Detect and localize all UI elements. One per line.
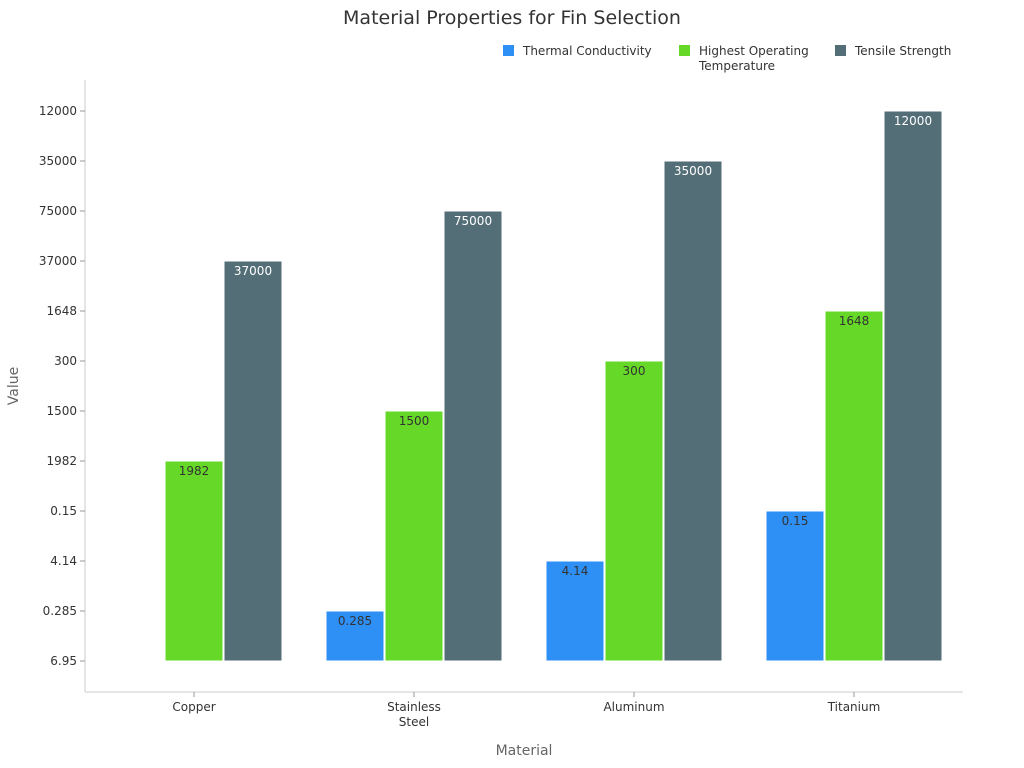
legend-label: Highest Operating Temperature bbox=[698, 44, 809, 73]
legend-label: Tensile Strength bbox=[854, 44, 951, 58]
data-label: 0.15 bbox=[782, 514, 809, 528]
y-tick-label: 6.95 bbox=[50, 654, 77, 668]
axis-ticks: 6.95 0.285 4.14 0.15 1982 1500 300 1648 37000 750… bbox=[39, 104, 880, 729]
data-label: 35000 bbox=[674, 164, 712, 178]
data-label: 1500 bbox=[399, 414, 430, 428]
y-tick-label: 12000 bbox=[39, 104, 77, 118]
legend: Thermal Conductivity Highest Operating Tem… bbox=[503, 44, 951, 73]
bar-tensile-strength bbox=[223, 260, 283, 662]
legend-swatch bbox=[503, 45, 514, 56]
y-tick-label: 1500 bbox=[46, 404, 77, 418]
bar-thermal-conductivity bbox=[765, 510, 825, 662]
legend-label: Thermal Conductivity bbox=[522, 44, 652, 58]
legend-swatch bbox=[835, 45, 846, 56]
y-tick-label: 300 bbox=[54, 354, 77, 368]
label-line: Steel bbox=[399, 715, 429, 729]
data-label: 1648 bbox=[839, 314, 870, 328]
label-line: Stainless bbox=[387, 700, 441, 714]
y-tick-label: 1648 bbox=[46, 304, 77, 318]
x-tick-label: Titanium bbox=[827, 700, 881, 714]
bar-tensile-strength bbox=[663, 160, 723, 662]
label-line: Highest Operating bbox=[699, 44, 809, 58]
y-tick-label: 37000 bbox=[39, 254, 77, 268]
data-label: 1982 bbox=[179, 464, 210, 478]
data-label: 12000 bbox=[894, 114, 932, 128]
y-tick-label: 0.15 bbox=[50, 504, 77, 518]
bar-thermal-conductivity bbox=[545, 560, 605, 662]
x-tick-label: Stainless Steel bbox=[387, 700, 441, 729]
x-axis-label: Material bbox=[496, 743, 553, 759]
bars: 0.285 4.14 0.15 1982 1500 300 1648 37000 75000 35… bbox=[164, 110, 943, 662]
bar-thermal-conductivity bbox=[325, 610, 385, 662]
y-tick-label: 4.14 bbox=[50, 554, 77, 568]
y-tick-label: 1982 bbox=[46, 454, 77, 468]
x-tick-label: Aluminum bbox=[603, 700, 664, 714]
data-label: 300 bbox=[623, 364, 646, 378]
y-tick-label: 0.285 bbox=[43, 604, 77, 618]
data-label: 37000 bbox=[234, 264, 272, 278]
bar-highest-operating-temperature bbox=[604, 360, 664, 662]
bar-highest-operating-temperature bbox=[384, 410, 444, 662]
bar-tensile-strength bbox=[443, 210, 503, 662]
chart-title: Material Properties for Fin Selection bbox=[343, 7, 681, 29]
y-axis-label: Value bbox=[6, 367, 22, 405]
bar-highest-operating-temperature bbox=[164, 460, 224, 662]
data-label: 75000 bbox=[454, 214, 492, 228]
y-tick-label: 35000 bbox=[39, 154, 77, 168]
x-tick-label: Copper bbox=[172, 700, 215, 714]
data-label: 0.285 bbox=[338, 614, 372, 628]
bar-highest-operating-temperature bbox=[824, 310, 884, 662]
y-tick-label: 75000 bbox=[39, 204, 77, 218]
legend-swatch bbox=[679, 45, 690, 56]
data-label: 4.14 bbox=[562, 564, 589, 578]
bar-tensile-strength bbox=[883, 110, 943, 662]
label-line: Temperature bbox=[698, 59, 775, 73]
